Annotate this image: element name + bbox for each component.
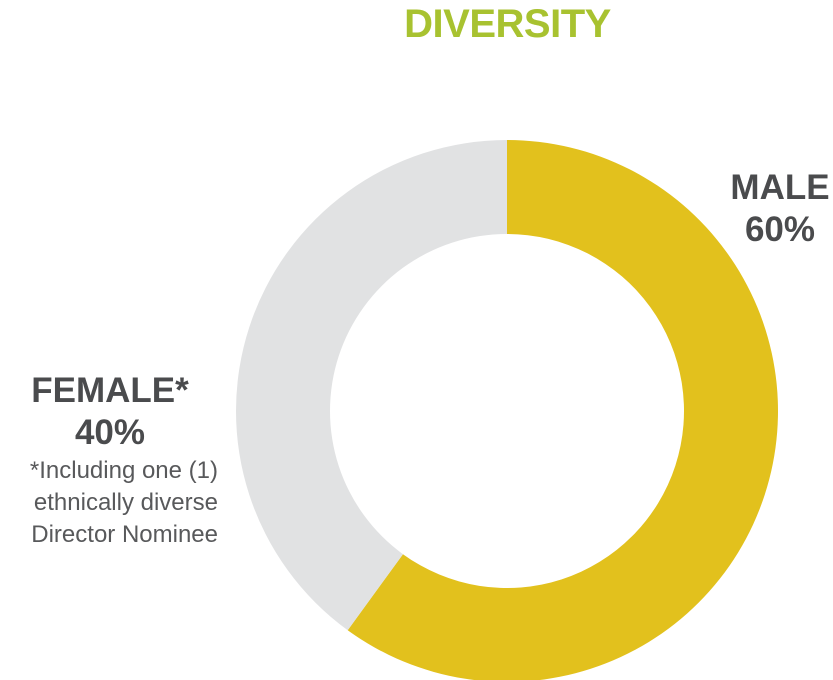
female-footnote-line: Director Nominee bbox=[31, 521, 218, 548]
female-label: FEMALE* 40% bbox=[10, 370, 210, 454]
female-label-value: 40% bbox=[74, 413, 146, 452]
female-footnote-line: *Including one (1) bbox=[29, 457, 218, 484]
donut-slice-male bbox=[347, 140, 778, 680]
female-footnote-line: ethnically diverse bbox=[33, 489, 218, 516]
chart-title: DIVERSITY bbox=[404, 2, 611, 46]
donut-slices bbox=[236, 140, 778, 680]
female-label-name: FEMALE* bbox=[31, 371, 189, 410]
donut-slice-female bbox=[236, 140, 507, 631]
male-label: MALE 60% bbox=[720, 167, 833, 251]
male-label-name: MALE bbox=[730, 168, 830, 207]
male-label-value: 60% bbox=[744, 210, 816, 249]
female-footnote: *Including one (1) ethnically diverse Di… bbox=[0, 455, 218, 551]
